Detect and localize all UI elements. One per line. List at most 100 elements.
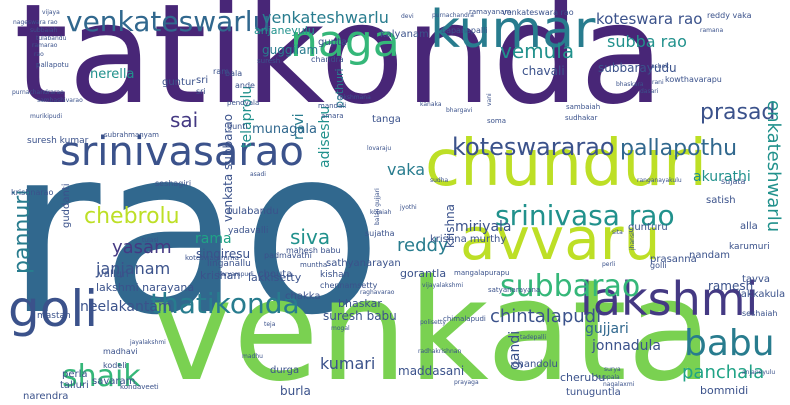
word: janjanam [96, 259, 171, 278]
word: sita [612, 229, 623, 236]
word: venkata [150, 250, 713, 405]
word: balaji gujjari [374, 188, 381, 225]
word: pendyala [227, 99, 260, 107]
word: chintalapudi [490, 306, 602, 327]
word: sujata [721, 177, 746, 186]
word: babu [684, 323, 775, 364]
word: vemula [500, 39, 575, 63]
word: reddy [397, 235, 449, 256]
word: telaprolu [239, 85, 255, 148]
word: kumar [430, 0, 596, 60]
word: mahesh babu [286, 246, 341, 255]
word: dasari [640, 88, 659, 95]
word: perla [62, 369, 88, 380]
word: kalyanam [380, 29, 429, 40]
word: mandali [318, 102, 347, 110]
word: thatikonda [150, 287, 300, 320]
word: surya [604, 366, 621, 373]
word: kishan [320, 270, 350, 280]
word: tadepalli [520, 334, 547, 341]
word: suresh [257, 57, 281, 65]
word: amara [321, 112, 344, 120]
word: jonnadula [592, 338, 662, 354]
word: durga [270, 365, 300, 376]
word: gorantla [400, 267, 447, 280]
word: tavva [742, 274, 771, 285]
word: maddasani [398, 364, 465, 378]
word: vani [486, 93, 493, 106]
word: purnachandra [432, 12, 474, 19]
word: yadavalli [228, 226, 269, 236]
word: krishan [200, 269, 241, 282]
word: siva [290, 225, 331, 249]
word: gunti [227, 122, 248, 131]
word: krishnarao [11, 188, 54, 197]
word: vijaya [42, 9, 60, 16]
word: purnachandrarao [12, 89, 64, 96]
word: rama [195, 231, 232, 247]
word: subba rao [607, 32, 687, 51]
word: seshagiri [155, 179, 192, 188]
word: tulabandu [228, 206, 279, 217]
word: talluri [60, 380, 89, 391]
word: krishna murthy [430, 234, 507, 245]
word: srinivasa rao [495, 199, 675, 232]
word: raghavarao [360, 289, 395, 296]
word: asadi [250, 171, 266, 178]
word: satish [706, 195, 736, 206]
word: anjaneyulu [742, 369, 776, 376]
word: chavali [522, 64, 565, 78]
word: karumuri [729, 242, 770, 252]
word: reddy vaka [707, 11, 752, 20]
word: prasad [700, 100, 776, 125]
word: bala [225, 69, 243, 78]
word: neelakantam [80, 299, 172, 315]
word: subbaiah [30, 27, 58, 34]
word: murikipudi [30, 113, 63, 120]
word: rani [652, 79, 664, 86]
word: venkateswara rao [502, 8, 574, 17]
word: vaka [387, 160, 426, 179]
word: panchala [682, 362, 765, 383]
word: bhargavi [446, 107, 473, 114]
word: chandolu [512, 359, 558, 370]
word: bhaskar [338, 297, 382, 310]
word: ramana [700, 27, 724, 34]
word: tunuguntla [566, 387, 621, 398]
word: sai [170, 108, 199, 132]
word: subrahmanyam [104, 131, 159, 139]
word: suresh kumar [27, 136, 89, 146]
word: tulabandu [36, 35, 67, 42]
word: tatikonda [14, 0, 665, 135]
word: rao [34, 51, 44, 58]
word: venkateshwarlu [262, 8, 389, 27]
word: ashok [651, 63, 669, 70]
word: chakka [285, 291, 321, 302]
word: akurathi [693, 169, 751, 185]
word: teja [264, 321, 276, 328]
word: ande [235, 81, 255, 90]
word: lovaraju [367, 145, 392, 152]
word: suresh babu [323, 309, 397, 323]
word: gupta [318, 37, 348, 48]
word: sri [196, 87, 206, 96]
word: tulasi [142, 237, 159, 244]
word: devi [401, 13, 414, 20]
word: chandra [311, 55, 344, 64]
word: padmavathi [264, 251, 312, 260]
word: lakshmi [580, 272, 759, 326]
word: kanaka [420, 101, 442, 108]
word: bapanapalli [441, 26, 488, 35]
word: kuppala [596, 374, 620, 381]
word: nandam [689, 250, 731, 261]
word: subbarayudu [598, 61, 677, 75]
word: gunturu [628, 222, 668, 233]
word: shaik [62, 359, 141, 394]
word: pannuri [10, 189, 35, 274]
word: jyothi [400, 204, 417, 211]
word: singiresu [196, 247, 251, 261]
word: nageswara rao [13, 19, 58, 26]
word: koteswararao [452, 133, 615, 161]
word: bhaskara [616, 81, 644, 88]
